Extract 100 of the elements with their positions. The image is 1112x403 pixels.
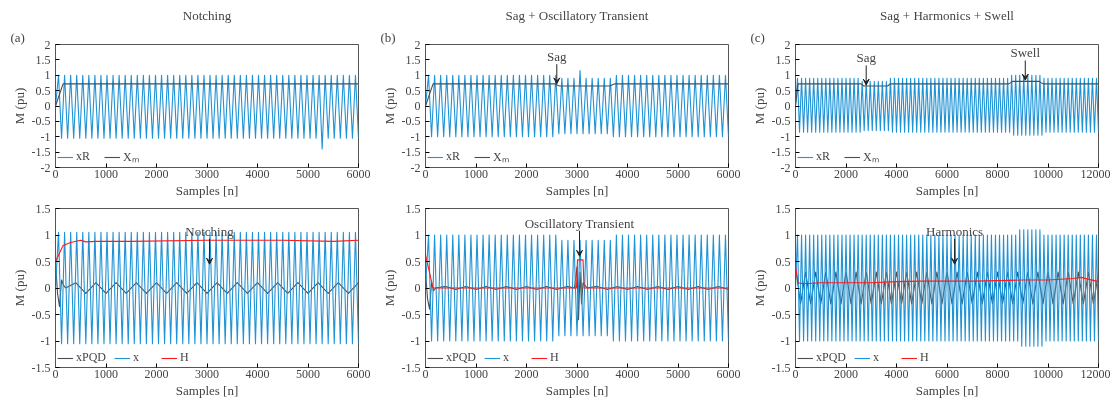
y-tick-label: -1 — [410, 334, 421, 348]
y-tick-label: 1.5 — [775, 52, 791, 67]
x-tick-label: 5000 — [666, 366, 690, 381]
y-tick-label: -1 — [40, 334, 51, 348]
y-axis-title: M (pu) — [751, 87, 767, 125]
y-tick-label: 1.5 — [35, 201, 51, 216]
x-tick-label: 4000 — [884, 366, 909, 381]
legend-label: xPQD — [446, 350, 477, 365]
y-tick-label: 2 — [784, 37, 791, 52]
annotation: Oscillatory Transient — [524, 215, 635, 231]
legend-label: x — [873, 350, 880, 365]
y-tick-label: -1 — [40, 129, 51, 144]
chart-title: Sag + Harmonics + Swell — [880, 7, 1015, 23]
y-tick-label: -1.5 — [31, 360, 51, 375]
x-tick-label: 5000 — [296, 166, 320, 181]
text: (c) — [750, 29, 765, 45]
x-tick-label: 6000 — [716, 166, 741, 181]
y-tick-label: -1.5 — [401, 360, 421, 375]
chart-title: Notching — [182, 7, 232, 23]
y-tick-label: 1.5 — [405, 52, 421, 67]
y-tick-label: 1.5 — [405, 201, 421, 216]
y-axis-title: M (pu) — [11, 269, 27, 307]
y-tick-label: 0 — [784, 281, 791, 295]
x-tick-label: 2000 — [144, 166, 169, 181]
x-tick-label: 2000 — [834, 366, 858, 381]
x-tick-label: 2000 — [144, 366, 169, 381]
legend-label: xPQD — [816, 350, 847, 365]
annotation: Sag — [856, 50, 877, 66]
y-tick-label: 0.5 — [405, 83, 421, 98]
text: (a) — [10, 29, 25, 45]
y-axis-title: M (pu) — [381, 269, 397, 307]
y-tick-label: 0 — [784, 99, 791, 113]
y-tick-label: -2 — [780, 160, 791, 175]
annotation: Swell — [1010, 45, 1041, 61]
x-tick-label: 12000 — [1080, 166, 1111, 181]
y-tick-label: -2 — [40, 160, 51, 175]
x-tick-label: 2000 — [514, 366, 539, 381]
y-tick-label: 1 — [44, 228, 51, 242]
legend-label: x — [133, 350, 140, 365]
x-tick-label: 4000 — [615, 166, 640, 181]
y-tick-label: -0.5 — [771, 307, 791, 322]
x-tick-label: 3000 — [195, 166, 219, 181]
x-tick-label: 1000 — [464, 166, 488, 181]
x-axis-title: Samples [n] — [545, 182, 609, 198]
y-tick-label: 2 — [414, 37, 421, 52]
y-tick-label: -1.5 — [31, 145, 51, 160]
x-tick-label: 5000 — [296, 366, 320, 381]
x-tick-label: 8000 — [985, 166, 1010, 181]
y-tick-label: 0.5 — [775, 83, 791, 98]
x-axis-title: Samples [n] — [545, 382, 609, 398]
x-tick-label: 2000 — [514, 166, 539, 181]
y-tick-label: 1.5 — [35, 52, 51, 67]
y-tick-label: -1 — [780, 334, 791, 348]
legend-label: xPQD — [76, 350, 107, 365]
y-tick-label: 0.5 — [405, 254, 421, 269]
y-tick-label: 0 — [44, 281, 51, 295]
x-tick-label: 2000 — [834, 166, 858, 181]
legend-label: Xₘ — [493, 149, 510, 165]
y-tick-label: 1 — [784, 228, 791, 242]
x-axis-title: Samples [n] — [175, 382, 239, 398]
chart-title: Sag + Oscillatory Transient — [505, 7, 649, 23]
y-tick-label: 1 — [414, 68, 421, 83]
y-tick-label: -0.5 — [31, 307, 51, 322]
x-tick-label: 3000 — [195, 366, 219, 381]
y-axis-title: M (pu) — [11, 87, 27, 125]
x-axis-title: Samples [n] — [175, 182, 239, 198]
y-tick-label: 1 — [44, 68, 51, 83]
x-tick-label: 6000 — [346, 166, 371, 181]
x-tick-label: 6000 — [935, 366, 959, 381]
x-tick-label: 6000 — [346, 366, 371, 381]
y-tick-label: -1 — [780, 129, 791, 144]
x-tick-label: 1000 — [464, 366, 488, 381]
y-tick-label: -0.5 — [401, 114, 421, 129]
y-tick-label: -1.5 — [771, 360, 791, 375]
x-tick-label: 3000 — [565, 366, 589, 381]
x-tick-label: 4000 — [615, 366, 640, 381]
y-tick-label: 0 — [44, 99, 51, 113]
x-tick-label: 6000 — [935, 166, 959, 181]
y-tick-label: 0 — [414, 99, 421, 113]
y-tick-label: 1 — [784, 68, 791, 83]
annotation: Notching — [185, 223, 235, 239]
legend-label: Xₘ — [123, 149, 140, 165]
x-tick-label: 4000 — [245, 166, 270, 181]
y-tick-label: 0.5 — [35, 83, 51, 98]
text: (b) — [380, 29, 396, 45]
x-tick-label: 5000 — [666, 166, 690, 181]
y-tick-label: -2 — [410, 160, 421, 175]
y-tick-label: 0.5 — [35, 254, 51, 269]
x-axis-title: Samples [n] — [915, 182, 979, 198]
annotation: Harmonics — [926, 223, 984, 239]
annotation: Sag — [547, 49, 568, 65]
y-tick-label: 0.5 — [775, 254, 791, 269]
x-tick-label: 4000 — [884, 166, 909, 181]
y-tick-label: -0.5 — [771, 114, 791, 129]
x-tick-label: 10000 — [1033, 366, 1063, 381]
x-tick-label: 6000 — [716, 366, 741, 381]
y-tick-label: 1 — [414, 228, 421, 242]
legend-label: H — [920, 350, 930, 365]
legend-label: Xₘ — [863, 149, 880, 165]
legend-label: x — [503, 350, 510, 365]
